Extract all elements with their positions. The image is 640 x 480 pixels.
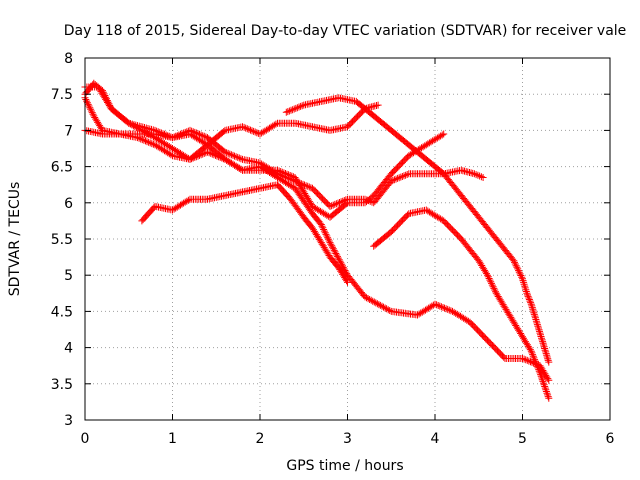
series-series-6 — [138, 181, 351, 286]
axis-ticks — [84, 57, 611, 421]
y-axis-label: SDTVAR / TECUs — [7, 182, 23, 297]
x-tick-label: 0 — [81, 431, 90, 447]
series-markers — [370, 206, 553, 402]
x-tick-label: 3 — [343, 431, 352, 447]
y-tick-label: 3.5 — [51, 377, 73, 393]
x-axis-label: GPS time / hours — [286, 458, 403, 474]
y-tick-labels: 3 3.5 4 4.5 5 5.5 6 6.5 7 7.5 8 — [51, 51, 73, 429]
x-tick-label: 5 — [518, 431, 527, 447]
x-tick-label: 1 — [168, 431, 177, 447]
y-tick-label: 4.5 — [51, 304, 73, 320]
x-tick-label: 4 — [431, 431, 440, 447]
y-tick-label: 4 — [64, 341, 73, 357]
y-tick-label: 3 — [64, 413, 73, 429]
y-tick-label: 5 — [64, 268, 73, 284]
x-tick-label: 6 — [606, 431, 615, 447]
x-tick-label: 2 — [256, 431, 265, 447]
grid-lines — [85, 58, 610, 420]
series-series-7 — [370, 206, 553, 402]
y-tick-label: 7 — [64, 123, 73, 139]
y-tick-label: 7.5 — [51, 87, 73, 103]
y-tick-label: 6.5 — [51, 160, 73, 176]
y-tick-label: 5.5 — [51, 232, 73, 248]
x-tick-labels: 0 1 2 3 4 5 6 — [81, 431, 615, 447]
y-tick-label: 8 — [64, 51, 73, 67]
y-tick-label: 6 — [64, 196, 73, 212]
series-series-5 — [282, 94, 553, 366]
series-markers — [282, 94, 553, 366]
series-markers — [138, 181, 351, 286]
chart-title: Day 118 of 2015, Sidereal Day-to-day VTE… — [64, 23, 627, 39]
